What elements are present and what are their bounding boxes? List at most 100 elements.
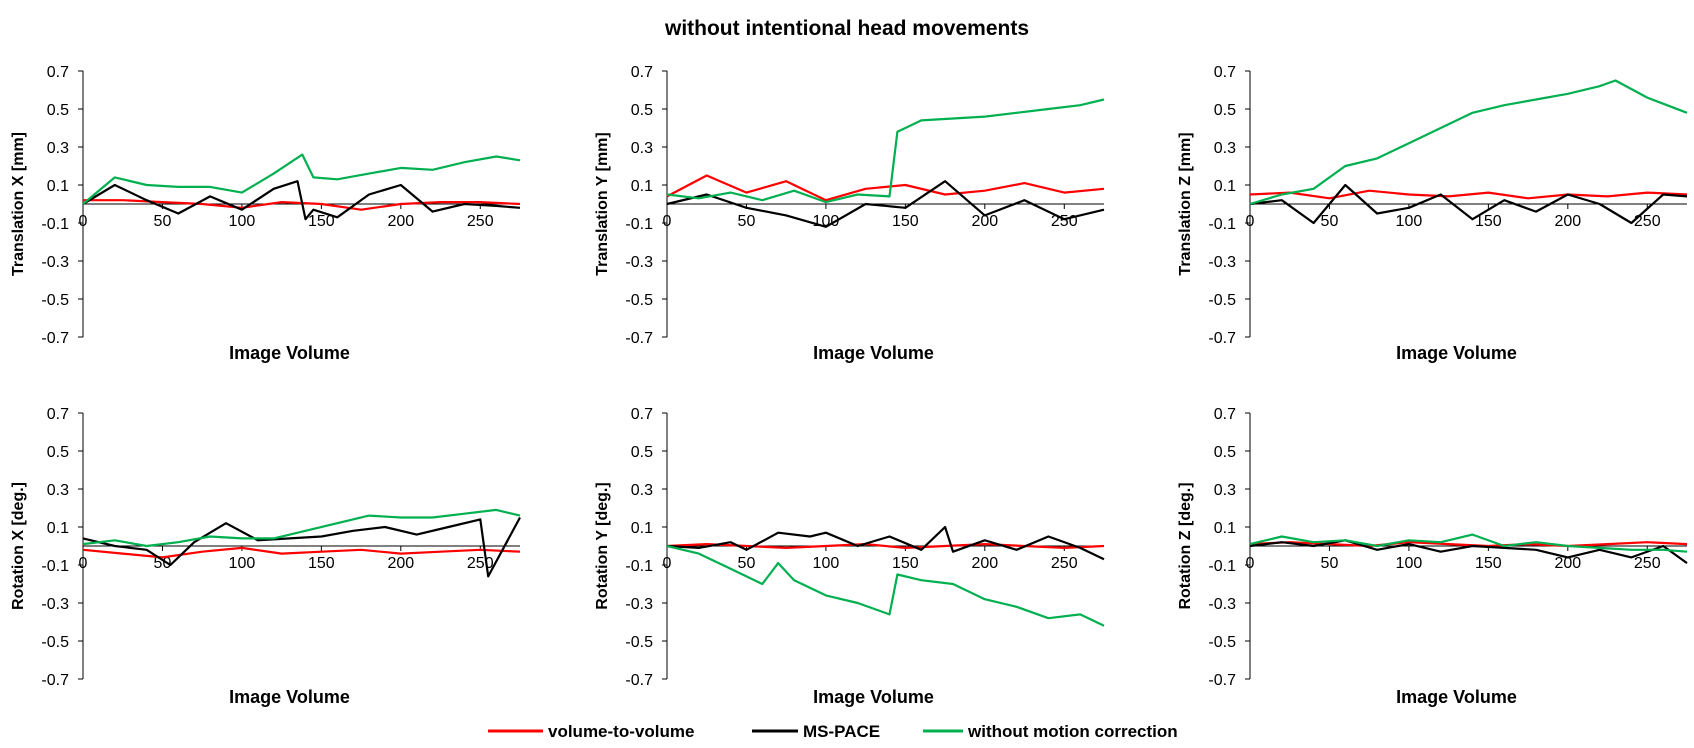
x-tick-label: 100 <box>813 555 840 572</box>
x-tick-label: 0 <box>79 213 88 230</box>
x-tick-label: 150 <box>892 213 919 230</box>
y-tick-label: 0.3 <box>1214 140 1236 157</box>
y-tick-label: -0.5 <box>625 292 653 309</box>
y-tick-label: -0.7 <box>625 672 653 689</box>
series-line-volume-to-volume <box>82 546 521 559</box>
x-axis-label: Image Volume <box>229 687 350 707</box>
x-tick-label: 0 <box>1246 555 1255 572</box>
y-tick-label: -0.5 <box>625 634 653 651</box>
series-line-ms-pace <box>1249 183 1688 225</box>
x-tick-label: 100 <box>229 555 256 572</box>
y-tick-label: -0.1 <box>1208 216 1236 233</box>
y-axis-label: Translation X [mm] <box>10 132 27 276</box>
series-line-volume-to-volume <box>1249 189 1688 200</box>
figure-title: without intentional head movements <box>664 17 1029 40</box>
y-tick-label: -0.5 <box>41 292 69 309</box>
y-tick-label: 0.7 <box>47 406 69 423</box>
y-tick-label: 0.3 <box>631 482 653 499</box>
y-tick-label: -0.1 <box>41 216 69 233</box>
x-tick-label: 50 <box>738 213 756 230</box>
y-tick-label: -0.1 <box>625 216 653 233</box>
y-tick-label: -0.3 <box>41 596 69 613</box>
x-tick-label: 50 <box>1321 555 1339 572</box>
y-tick-label: 0.1 <box>1214 520 1236 537</box>
y-tick-label: 0.5 <box>47 102 69 119</box>
panel-3: 0.7 0.5 0.3 0.1 -0.1 -0.3 -0.5 -0.7 0 50 100 150 200… <box>1177 64 1688 363</box>
series-line-without-motion-correction <box>666 98 1105 204</box>
y-tick-label: -0.7 <box>41 330 69 347</box>
x-tick-label: 250 <box>1634 213 1661 230</box>
y-tick-label: -0.1 <box>1208 558 1236 575</box>
x-tick-label: 200 <box>387 213 414 230</box>
series-line-ms-pace <box>666 180 1105 228</box>
y-tick-label: 0.5 <box>1214 102 1236 119</box>
series-line-ms-pace <box>82 516 521 578</box>
legend-label-volume-to-volume: volume-to-volume <box>548 722 694 741</box>
y-tick-label: -0.3 <box>1208 254 1236 271</box>
y-tick-label: -0.7 <box>41 672 69 689</box>
series-line-ms-pace <box>666 525 1105 561</box>
y-tick-label: 0.7 <box>1214 64 1236 81</box>
legend-label-ms-pace: MS-PACE <box>803 722 880 741</box>
y-tick-label: -0.5 <box>1208 634 1236 651</box>
x-tick-label: 250 <box>1051 555 1078 572</box>
x-tick-label: 250 <box>467 555 494 572</box>
series-line-without-motion-correction <box>82 508 521 548</box>
x-axis-label: Image Volume <box>813 343 934 363</box>
series-line-ms-pace <box>82 180 521 221</box>
y-tick-label: 0.5 <box>47 444 69 461</box>
y-tick-label: 0.3 <box>631 140 653 157</box>
x-tick-label: 0 <box>79 555 88 572</box>
x-tick-label: 150 <box>308 555 335 572</box>
y-tick-label: 0.7 <box>1214 406 1236 423</box>
x-tick-label: 50 <box>1321 213 1339 230</box>
x-axis-label: Image Volume <box>229 343 350 363</box>
y-tick-label: 0.7 <box>631 64 653 81</box>
y-tick-label: -0.7 <box>625 330 653 347</box>
y-tick-label: 0.3 <box>47 140 69 157</box>
y-tick-label: -0.7 <box>1208 330 1236 347</box>
y-tick-label: -0.1 <box>41 558 69 575</box>
x-tick-label: 200 <box>1554 213 1581 230</box>
y-tick-label: -0.5 <box>41 634 69 651</box>
x-axis-label: Image Volume <box>1396 687 1517 707</box>
x-tick-label: 200 <box>387 555 414 572</box>
y-tick-label: 0.3 <box>1214 482 1236 499</box>
series-line-without-motion-correction <box>1249 533 1688 553</box>
y-tick-label: 0.5 <box>631 102 653 119</box>
y-tick-label: 0.7 <box>631 406 653 423</box>
chart-panels: 0.7 0.5 0.3 0.1 -0.1 -0.3 -0.5 -0.7 0 50 100 150 200… <box>10 64 1688 707</box>
y-tick-label: -0.3 <box>625 596 653 613</box>
y-tick-label: -0.3 <box>41 254 69 271</box>
x-tick-label: 100 <box>229 213 256 230</box>
x-tick-label: 200 <box>1554 555 1581 572</box>
y-tick-label: 0.1 <box>1214 178 1236 195</box>
y-tick-label: 0.1 <box>631 178 653 195</box>
x-tick-label: 0 <box>663 213 672 230</box>
x-tick-label: 50 <box>154 213 172 230</box>
y-axis-label: Rotation Z [deg.] <box>1177 482 1194 609</box>
x-tick-label: 0 <box>663 555 672 572</box>
series-line-ms-pace <box>1249 539 1688 564</box>
y-tick-label: -0.5 <box>1208 292 1236 309</box>
x-tick-label: 50 <box>154 555 172 572</box>
x-axis-label: Image Volume <box>813 687 934 707</box>
y-tick-label: -0.1 <box>625 558 653 575</box>
series-line-without-motion-correction <box>1249 79 1688 206</box>
x-tick-label: 200 <box>971 555 998 572</box>
series-line-without-motion-correction <box>666 544 1105 627</box>
y-tick-label: -0.7 <box>1208 672 1236 689</box>
y-tick-label: 0.1 <box>631 520 653 537</box>
panel-4: 0.7 0.5 0.3 0.1 -0.1 -0.3 -0.5 -0.7 0 50 100 150 200… <box>10 406 521 707</box>
x-axis-label: Image Volume <box>1396 343 1517 363</box>
x-tick-label: 100 <box>1396 213 1423 230</box>
x-tick-label: 100 <box>1396 555 1423 572</box>
legend: volume-to-volume MS-PACE without motion … <box>488 722 1178 741</box>
series-line-without-motion-correction <box>82 153 521 205</box>
y-tick-label: 0.7 <box>47 64 69 81</box>
y-tick-label: 0.5 <box>1214 444 1236 461</box>
x-tick-label: 150 <box>1475 213 1502 230</box>
x-tick-label: 250 <box>1634 555 1661 572</box>
panel-2: 0.70.50.30.1-0.1-0.3-0.5-0.70 50 100 150 200… <box>594 64 1105 363</box>
